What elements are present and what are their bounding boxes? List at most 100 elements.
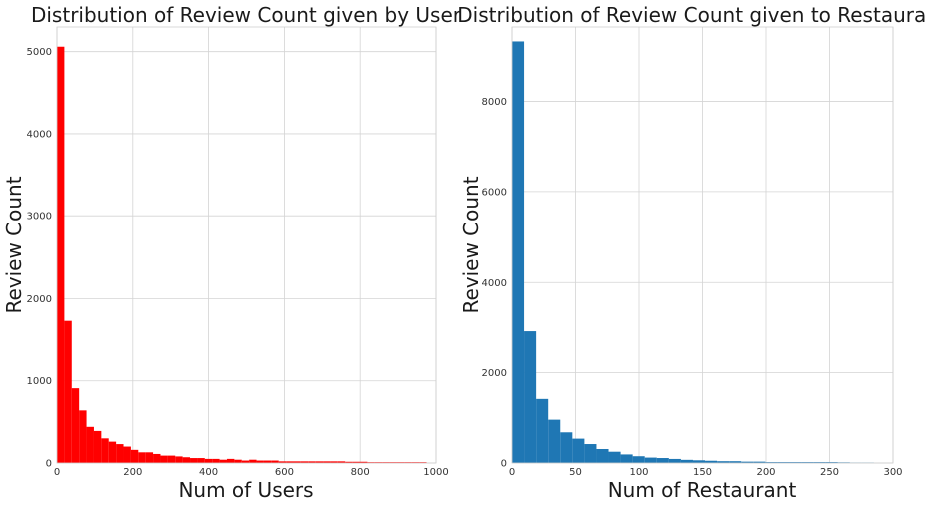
histogram-bar [411,462,420,463]
histogram-bar [226,458,235,463]
histogram-bar [190,458,198,463]
chart-left-bars [57,46,427,463]
histogram-bar [108,441,117,463]
histogram-bar [596,448,609,463]
chart-right-x-axis-label: Num of Restaurant [608,478,797,502]
chart-left-gridlines [56,27,437,464]
histogram-bar [620,454,633,463]
histogram-bar [64,320,72,463]
histogram-bar [753,461,766,463]
histogram-bar [315,461,324,463]
histogram-bar [79,410,87,463]
x-tick-label: 600 [275,467,294,478]
histogram-bar [278,461,287,463]
x-tick-label: 0 [54,467,60,478]
y-tick-label: 5000 [27,47,52,58]
chart-right-title: Distribution of Review Count given to Re… [457,3,925,27]
y-tick-label: 2000 [27,294,52,305]
histogram-bar [777,462,790,463]
histogram-bar [130,449,139,463]
y-tick-label: 4000 [482,278,507,289]
x-tick-label: 1000 [423,467,448,478]
histogram-bar [160,455,168,463]
histogram-bar [404,462,412,463]
histogram-bar [241,460,250,463]
chart-right-gridlines [511,27,894,464]
histogram-bar [101,438,109,463]
histogram-bar [396,462,405,463]
chart-left-y-axis-label: Review Count [2,176,26,313]
chart-left-x-ticks: 0 200 400 600 800 1000 [54,467,449,478]
histogram-bar [263,460,272,463]
histogram-bar [337,461,346,463]
chart-right-y-axis-label: Review Count [459,176,483,313]
chart-right: Distribution of Review Count given to Re… [457,3,925,502]
chart-left-plot-frame [56,26,437,464]
chart-right-bars [512,41,874,463]
histogram-bar [382,462,390,463]
x-tick-label: 200 [756,467,775,478]
x-tick-label: 100 [629,467,648,478]
histogram-bar [825,462,838,463]
histogram-bar [656,458,669,463]
x-tick-label: 0 [509,467,515,478]
histogram-bar [249,459,257,463]
histogram-bar [116,444,124,463]
chart-right-x-ticks: 0 50 100 150 200 250 300 [509,467,903,478]
histogram-bar [813,462,826,463]
histogram-bar [389,462,397,463]
histogram-bar [801,462,814,463]
histogram-bar [536,398,549,463]
histogram-bar [138,452,146,463]
histogram-bar [57,46,65,463]
histogram-bar [308,461,316,463]
y-tick-label: 8000 [482,97,507,108]
histogram-bar [256,460,264,463]
histogram-bar [271,460,279,463]
histogram-bar [352,461,361,463]
chart-left-y-ticks: 0 1000 2000 3000 4000 5000 [27,47,52,469]
histogram-bar [765,462,778,463]
histogram-bar [729,461,742,463]
y-tick-label: 3000 [27,212,52,223]
y-tick-label: 0 [46,459,52,470]
histogram-bar [548,419,561,463]
histogram-bar [300,461,309,463]
histogram-bar [93,430,102,463]
y-tick-label: 6000 [482,187,507,198]
histogram-bar [524,331,537,463]
histogram-bar [175,456,183,463]
histogram-bar [512,41,525,463]
chart-right-plot-frame [511,26,894,464]
histogram-bar [705,460,718,463]
histogram-bar [212,458,220,463]
histogram-bar [632,456,645,463]
histogram-bar [293,461,301,463]
histogram-bar [286,461,294,463]
histogram-bar [374,462,383,463]
x-tick-label: 200 [123,467,142,478]
histogram-bar [219,459,227,463]
histogram-bar [692,460,706,463]
chart-right-y-ticks: 0 2000 4000 6000 8000 [482,97,507,469]
chart-left-x-axis-label: Num of Users [178,478,313,502]
histogram-bar [680,459,693,463]
histogram-bar [717,461,730,463]
histogram-bar [323,461,331,463]
x-tick-label: 400 [199,467,218,478]
histogram-bar [204,458,213,463]
histogram-bar [197,458,205,463]
histogram-bar [182,457,191,463]
histogram-bar [71,388,80,463]
y-tick-label: 0 [501,459,507,470]
x-tick-label: 150 [693,467,712,478]
chart-left: Distribution of Review Count given by Us… [2,3,462,502]
y-tick-label: 4000 [27,129,52,140]
y-tick-label: 1000 [27,376,52,387]
histogram-bar [668,458,681,463]
x-tick-label: 800 [351,467,370,478]
histogram-bar [86,426,94,463]
histogram-bar [572,438,585,463]
histogram-bar [153,453,161,463]
histogram-bar [584,444,597,463]
